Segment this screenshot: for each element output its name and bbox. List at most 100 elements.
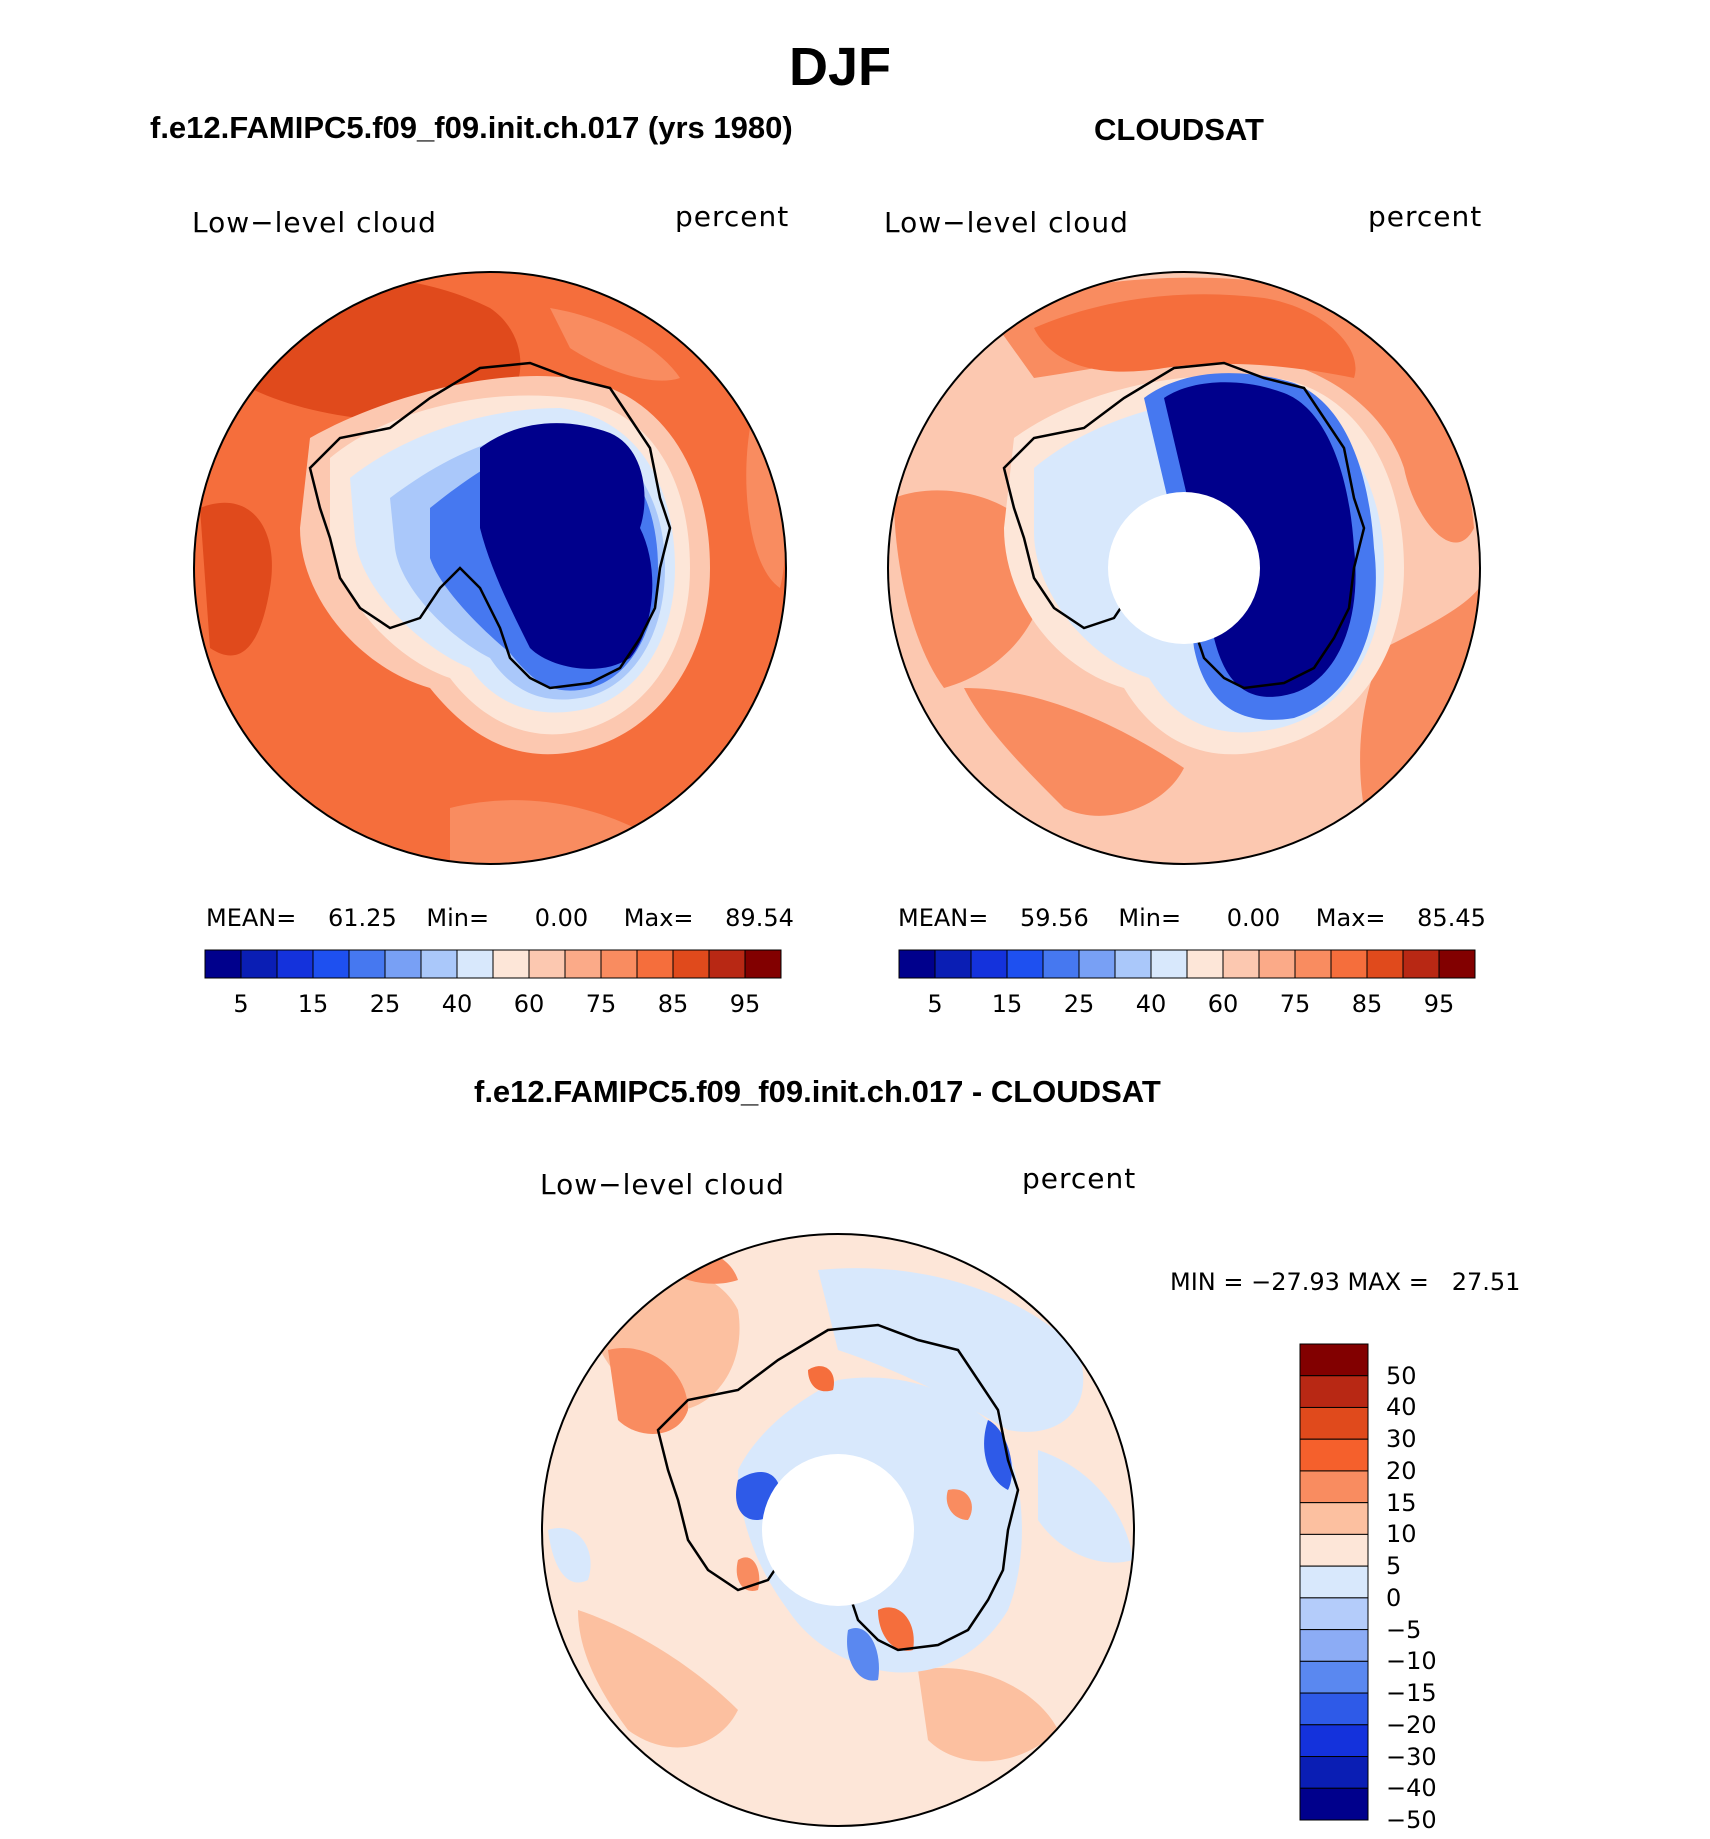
colorbar-swatch (204, 949, 242, 979)
colorbar-tick-label: 5 (927, 990, 943, 1018)
colorbar-swatch (1078, 949, 1116, 979)
colorbar-swatch (1299, 1756, 1369, 1789)
colorbar-swatch (528, 949, 566, 979)
colorbar-tick-label: 30 (1386, 1425, 1417, 1454)
panel-model-map (193, 271, 787, 865)
stat-mean-label: MEAN= (898, 904, 989, 932)
colorbar-swatch (1299, 1692, 1369, 1726)
colorbar-tick-label: 20 (1386, 1456, 1417, 1485)
colorbar-swatch (492, 949, 530, 979)
colorbar-tick-label: −20 (1386, 1710, 1437, 1739)
panel-diff-units-label: percent (1022, 1162, 1137, 1195)
colorbar-swatch (1186, 949, 1224, 979)
colorbar-swatch (1299, 1533, 1369, 1567)
panel-diff-colorbar (1299, 1343, 1369, 1821)
panel-model-header: f.e12.FAMIPC5.f09_f09.init.ch.017 (yrs 1… (150, 110, 793, 145)
panel-diff-map (541, 1233, 1135, 1827)
colorbar-tick-label: 15 (991, 990, 1023, 1018)
colorbar-swatch (1006, 949, 1044, 979)
polar-hole (762, 1454, 914, 1606)
colorbar-swatch (420, 949, 458, 979)
panel-model-units-label: percent (675, 200, 790, 233)
colorbar-swatch (1299, 1629, 1369, 1662)
colorbar-swatch (600, 949, 638, 979)
colorbar-swatch (1042, 949, 1080, 979)
stat-mean-label: MEAN= (206, 904, 297, 932)
stat-max-label: Max= (623, 904, 694, 932)
colorbar-swatch (1402, 949, 1440, 979)
colorbar-tick-label: 15 (1386, 1488, 1417, 1517)
colorbar-tick-label: 75 (585, 990, 617, 1018)
colorbar-tick-label: 60 (513, 990, 545, 1018)
colorbar-swatch (384, 949, 422, 979)
panel-obs-map (887, 271, 1481, 865)
panel-obs-variable-label: Low−level cloud (884, 206, 1129, 239)
panel-model-colorbar (204, 949, 782, 979)
colorbar-swatch (312, 949, 350, 979)
colorbar-tick-label: 10 (1386, 1520, 1417, 1549)
stat-max-value: 89.54 (725, 904, 794, 932)
colorbar-tick-label: −5 (1386, 1615, 1422, 1644)
colorbar-swatch (1366, 949, 1404, 979)
colorbar-tick-label: 85 (1351, 990, 1383, 1018)
colorbar-tick-label: 95 (729, 990, 761, 1018)
stat-max-label: Max= (1315, 904, 1386, 932)
colorbar-swatch (672, 949, 710, 979)
colorbar-swatch (1299, 1724, 1369, 1758)
stat-max-value: 85.45 (1417, 904, 1486, 932)
stat-mean-value: 61.25 (328, 904, 397, 932)
colorbar-swatch (1330, 949, 1368, 979)
panel-obs-stats: MEAN= 59.56 Min= 0.00 Max= 85.45 (898, 904, 1486, 932)
colorbar-tick-label: −15 (1386, 1679, 1437, 1708)
figure-title: DJF (788, 37, 891, 97)
colorbar-swatch (240, 949, 278, 979)
colorbar-swatch (1294, 949, 1332, 979)
colorbar-swatch (934, 949, 972, 979)
colorbar-tick-label: 15 (297, 990, 329, 1018)
colorbar-swatch (636, 949, 674, 979)
stat-min-value: 0.00 (534, 904, 589, 932)
colorbar-tick-label: −40 (1386, 1774, 1437, 1803)
polar-hole (1108, 492, 1260, 644)
stat-mean-value: 59.56 (1020, 904, 1089, 932)
colorbar-tick-label: 95 (1423, 990, 1455, 1018)
colorbar-swatch (276, 949, 314, 979)
panel-model-variable-label: Low−level cloud (192, 206, 437, 239)
panel-diff-stats: MIN = −27.93 MAX = 27.51 (1170, 1268, 1521, 1296)
panel-model-stats: MEAN= 61.25 Min= 0.00 Max= 89.54 (206, 904, 794, 932)
panel-obs-header: CLOUDSAT (1094, 112, 1264, 147)
panel-model-colorbar-ticks: 5 15 25 40 60 75 85 95 (203, 990, 783, 1020)
panel-obs-units-label: percent (1368, 200, 1483, 233)
colorbar-swatch (1299, 1565, 1369, 1599)
colorbar-swatch (1258, 949, 1296, 979)
colorbar-tick-label: 40 (1135, 990, 1167, 1018)
colorbar-swatch (1299, 1375, 1369, 1408)
colorbar-swatch (1299, 1502, 1369, 1535)
colorbar-swatch (1299, 1438, 1369, 1472)
colorbar-swatch (1114, 949, 1152, 979)
colorbar-swatch (564, 949, 602, 979)
colorbar-swatch (456, 949, 494, 979)
colorbar-tick-label: 25 (369, 990, 401, 1018)
colorbar-swatch (1222, 949, 1260, 979)
colorbar-tick-label: 40 (441, 990, 473, 1018)
colorbar-tick-label: 0 (1386, 1583, 1402, 1612)
colorbar-swatch (744, 949, 782, 979)
panel-diff-header: f.e12.FAMIPC5.f09_f09.init.ch.017 - CLOU… (474, 1074, 1161, 1109)
colorbar-swatch (1438, 949, 1476, 979)
stat-min-label: Min= (1118, 904, 1182, 932)
colorbar-tick-label: −30 (1386, 1742, 1437, 1771)
panel-diff-colorbar-ticks: 50 40 30 20 15 10 5 0 −5 −10 −15 −20 −30 −40 −50 (1386, 1342, 1476, 1834)
colorbar-tick-label: 50 (1386, 1361, 1417, 1390)
colorbar-tick-label: 85 (657, 990, 689, 1018)
colorbar-tick-label: 5 (233, 990, 249, 1018)
colorbar-swatch (1299, 1597, 1369, 1631)
colorbar-swatch (898, 949, 936, 979)
colorbar-swatch (1299, 1660, 1369, 1694)
colorbar-tick-label: 25 (1063, 990, 1095, 1018)
colorbar-tick-label: 40 (1386, 1393, 1417, 1422)
stat-min-label: Min= (426, 904, 490, 932)
colorbar-tick-label: −50 (1386, 1806, 1437, 1834)
colorbar-swatch (1299, 1343, 1369, 1377)
colorbar-swatch (1299, 1406, 1369, 1440)
